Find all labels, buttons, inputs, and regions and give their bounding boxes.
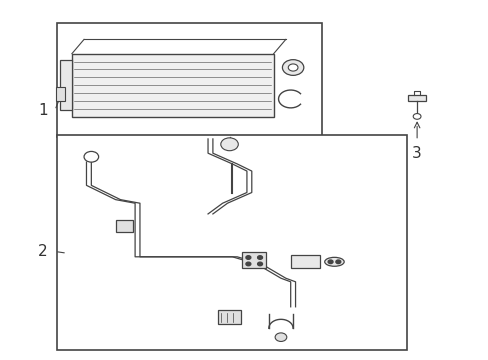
Circle shape bbox=[245, 262, 250, 266]
Bar bbox=[242, 252, 266, 268]
Ellipse shape bbox=[324, 257, 344, 266]
Circle shape bbox=[327, 260, 332, 264]
Text: 3: 3 bbox=[411, 146, 421, 161]
Bar bbox=[72, 54, 273, 117]
Bar bbox=[56, 87, 65, 101]
Bar bbox=[60, 60, 72, 110]
Circle shape bbox=[257, 262, 262, 266]
Bar bbox=[217, 310, 241, 324]
Circle shape bbox=[257, 256, 262, 259]
Circle shape bbox=[275, 333, 286, 342]
Circle shape bbox=[84, 152, 99, 162]
Circle shape bbox=[282, 60, 303, 75]
Text: 1: 1 bbox=[38, 103, 47, 118]
Circle shape bbox=[335, 260, 340, 264]
Bar bbox=[290, 255, 319, 268]
Circle shape bbox=[245, 256, 250, 259]
Bar bbox=[57, 23, 322, 137]
Circle shape bbox=[412, 113, 420, 119]
Text: 2: 2 bbox=[38, 244, 47, 259]
Bar bbox=[116, 220, 132, 232]
Circle shape bbox=[287, 64, 297, 71]
Bar bbox=[57, 135, 407, 350]
Circle shape bbox=[221, 138, 238, 151]
Bar bbox=[407, 95, 425, 101]
